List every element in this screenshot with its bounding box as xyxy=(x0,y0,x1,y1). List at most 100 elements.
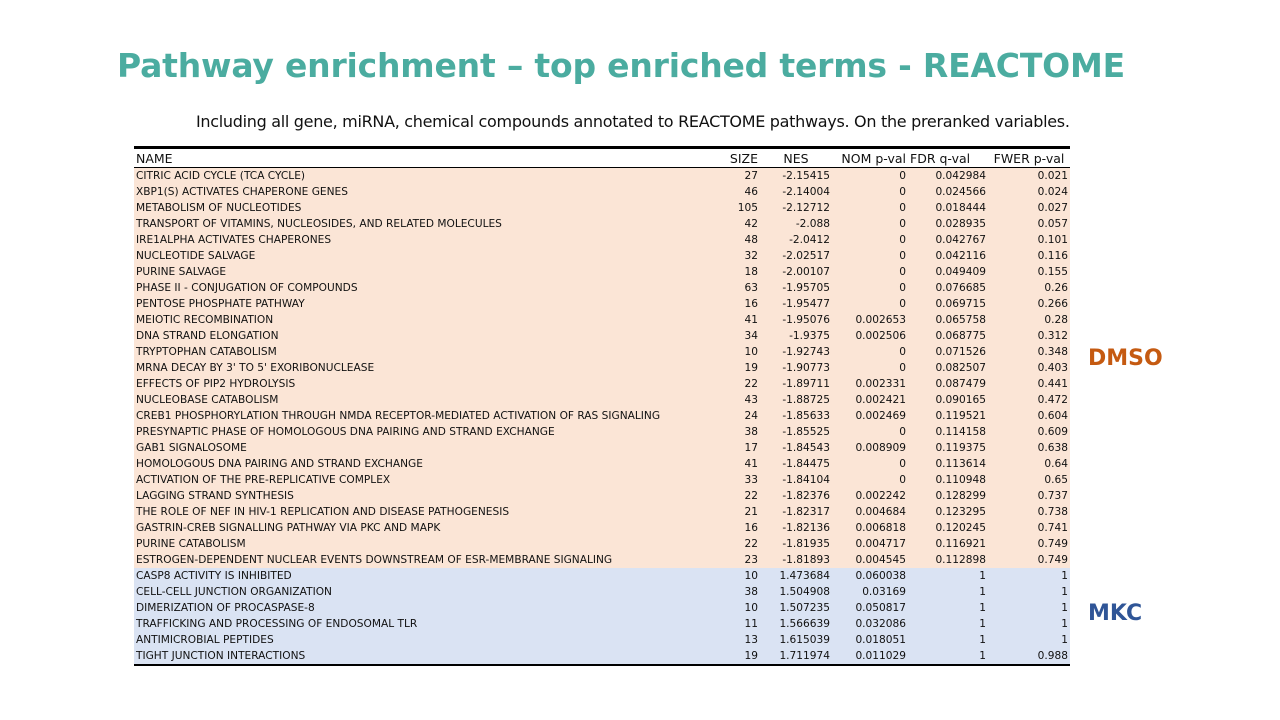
cell-fdr-qval: 0.018444 xyxy=(908,200,988,216)
cell-name: ACTIVATION OF THE PRE-REPLICATIVE COMPLE… xyxy=(134,472,698,488)
cell-nom-pval: 0.004717 xyxy=(832,536,908,552)
cell-name: TRANSPORT OF VITAMINS, NUCLEOSIDES, AND … xyxy=(134,216,698,232)
mkc-group-label: MKC xyxy=(1088,601,1143,626)
table-row: GASTRIN-CREB SIGNALLING PATHWAY VIA PKC … xyxy=(134,520,1070,536)
table-row: DIMERIZATION OF PROCASPASE-8 10 1.507235 0.… xyxy=(134,600,1070,616)
cell-nes: -2.14004 xyxy=(760,184,832,200)
cell-size: 18 xyxy=(698,264,760,280)
cell-size: 16 xyxy=(698,296,760,312)
table-row: PHASE II - CONJUGATION OF COMPOUNDS 63 -1.… xyxy=(134,280,1070,296)
cell-size: 33 xyxy=(698,472,760,488)
cell-name: PRESYNAPTIC PHASE OF HOMOLOGOUS DNA PAIR… xyxy=(134,424,698,440)
cell-fwer-pval: 0.638 xyxy=(988,440,1070,456)
cell-fdr-qval: 0.076685 xyxy=(908,280,988,296)
cell-size: 16 xyxy=(698,520,760,536)
cell-fwer-pval: 0.266 xyxy=(988,296,1070,312)
cell-nes: -1.92743 xyxy=(760,344,832,360)
cell-name: GAB1 SIGNALOSOME xyxy=(134,440,698,456)
cell-fdr-qval: 0.028935 xyxy=(908,216,988,232)
cell-size: 46 xyxy=(698,184,760,200)
header-nom-pval: NOM p-val xyxy=(832,146,908,168)
cell-fdr-qval: 0.090165 xyxy=(908,392,988,408)
cell-name: HOMOLOGOUS DNA PAIRING AND STRAND EXCHAN… xyxy=(134,456,698,472)
cell-fdr-qval: 0.068775 xyxy=(908,328,988,344)
table-row: TRYPTOPHAN CATABOLISM 10 -1.92743 0 0.071526… xyxy=(134,344,1070,360)
cell-nes: 1.507235 xyxy=(760,600,832,616)
cell-size: 13 xyxy=(698,632,760,648)
cell-name: PENTOSE PHOSPHATE PATHWAY xyxy=(134,296,698,312)
cell-nom-pval: 0 xyxy=(832,216,908,232)
cell-fwer-pval: 0.64 xyxy=(988,456,1070,472)
table-row: ANTIMICROBIAL PEPTIDES 13 1.615039 0.018051… xyxy=(134,632,1070,648)
header-fdr-qval: FDR q-val xyxy=(908,146,988,168)
cell-size: 22 xyxy=(698,488,760,504)
cell-size: 24 xyxy=(698,408,760,424)
cell-size: 63 xyxy=(698,280,760,296)
cell-size: 10 xyxy=(698,344,760,360)
cell-fdr-qval: 0.082507 xyxy=(908,360,988,376)
cell-size: 10 xyxy=(698,568,760,584)
cell-nom-pval: 0.002653 xyxy=(832,312,908,328)
cell-nes: -1.84543 xyxy=(760,440,832,456)
cell-size: 32 xyxy=(698,248,760,264)
cell-fdr-qval: 0.120245 xyxy=(908,520,988,536)
table-row: MEIOTIC RECOMBINATION 41 -1.95076 0.002653 0… xyxy=(134,312,1070,328)
page-title: Pathway enrichment – top enriched terms … xyxy=(117,46,1125,85)
table-header-row: NAME SIZE NES NOM p-val FDR q-val FWER p… xyxy=(134,146,1070,168)
cell-fdr-qval: 0.119521 xyxy=(908,408,988,424)
cell-nom-pval: 0.050817 xyxy=(832,600,908,616)
cell-nom-pval: 0.002331 xyxy=(832,376,908,392)
cell-fwer-pval: 0.65 xyxy=(988,472,1070,488)
table-row: TIGHT JUNCTION INTERACTIONS 19 1.711974 0.0… xyxy=(134,648,1070,666)
cell-nes: 1.711974 xyxy=(760,648,832,666)
header-nes: NES xyxy=(760,146,832,168)
table-row: METABOLISM OF NUCLEOTIDES 105 -2.12712 0 0.0… xyxy=(134,200,1070,216)
cell-nes: -1.88725 xyxy=(760,392,832,408)
cell-fdr-qval: 0.024566 xyxy=(908,184,988,200)
cell-fdr-qval: 1 xyxy=(908,568,988,584)
cell-fdr-qval: 0.123295 xyxy=(908,504,988,520)
cell-nom-pval: 0 xyxy=(832,456,908,472)
cell-nom-pval: 0 xyxy=(832,296,908,312)
cell-name: XBP1(S) ACTIVATES CHAPERONE GENES xyxy=(134,184,698,200)
cell-nes: -1.85633 xyxy=(760,408,832,424)
cell-nes: -1.82136 xyxy=(760,520,832,536)
cell-size: 42 xyxy=(698,216,760,232)
table-row: PURINE SALVAGE 18 -2.00107 0 0.049409 0.155 xyxy=(134,264,1070,280)
cell-nes: -1.95076 xyxy=(760,312,832,328)
cell-size: 23 xyxy=(698,552,760,568)
cell-fwer-pval: 0.749 xyxy=(988,552,1070,568)
cell-name: NUCLEOBASE CATABOLISM xyxy=(134,392,698,408)
cell-nom-pval: 0 xyxy=(832,472,908,488)
table-row: PENTOSE PHOSPHATE PATHWAY 16 -1.95477 0 0.06… xyxy=(134,296,1070,312)
cell-size: 105 xyxy=(698,200,760,216)
table-row: NUCLEOBASE CATABOLISM 43 -1.88725 0.002421 0… xyxy=(134,392,1070,408)
cell-size: 19 xyxy=(698,648,760,666)
cell-nom-pval: 0 xyxy=(832,167,908,184)
cell-fdr-qval: 0.042116 xyxy=(908,248,988,264)
table-row: NUCLEOTIDE SALVAGE 32 -2.02517 0 0.042116 0.1… xyxy=(134,248,1070,264)
cell-fdr-qval: 1 xyxy=(908,632,988,648)
cell-nes: 1.615039 xyxy=(760,632,832,648)
cell-size: 41 xyxy=(698,312,760,328)
table-row: ESTROGEN-DEPENDENT NUCLEAR EVENTS DOWNST… xyxy=(134,552,1070,568)
table-row: TRANSPORT OF VITAMINS, NUCLEOSIDES, AND … xyxy=(134,216,1070,232)
cell-nes: -2.02517 xyxy=(760,248,832,264)
cell-name: DNA STRAND ELONGATION xyxy=(134,328,698,344)
cell-name: MEIOTIC RECOMBINATION xyxy=(134,312,698,328)
table-row: CELL-CELL JUNCTION ORGANIZATION 38 1.50490… xyxy=(134,584,1070,600)
cell-size: 43 xyxy=(698,392,760,408)
cell-nes: -2.12712 xyxy=(760,200,832,216)
page-subtitle: Including all gene, miRNA, chemical comp… xyxy=(196,112,1070,131)
cell-fwer-pval: 0.26 xyxy=(988,280,1070,296)
cell-nom-pval: 0.060038 xyxy=(832,568,908,584)
enrichment-table: NAME SIZE NES NOM p-val FDR q-val FWER p… xyxy=(134,146,1070,666)
cell-nom-pval: 0 xyxy=(832,248,908,264)
cell-fwer-pval: 1 xyxy=(988,584,1070,600)
cell-size: 10 xyxy=(698,600,760,616)
cell-nes: 1.473684 xyxy=(760,568,832,584)
cell-fwer-pval: 1 xyxy=(988,632,1070,648)
table-row: EFFECTS OF PIP2 HYDROLYSIS 22 -1.89711 0.00… xyxy=(134,376,1070,392)
cell-nes: -1.82376 xyxy=(760,488,832,504)
cell-nes: -1.89711 xyxy=(760,376,832,392)
